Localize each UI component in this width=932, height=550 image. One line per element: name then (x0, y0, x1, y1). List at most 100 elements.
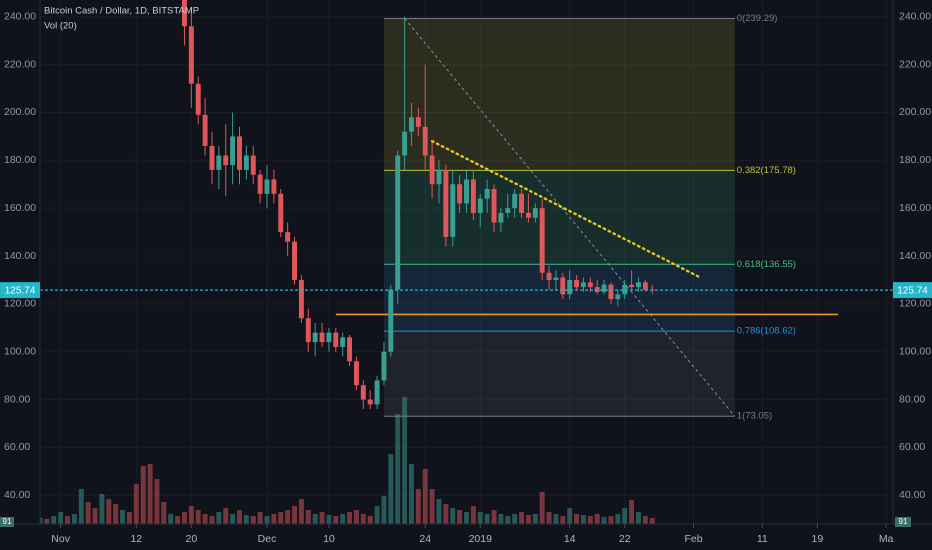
candle-body (230, 136, 236, 166)
x-tick-label: 19 (811, 533, 823, 545)
volume-bar (629, 500, 635, 524)
volume-bar (402, 397, 408, 524)
volume-bar (429, 489, 435, 524)
candle-body (505, 208, 511, 213)
candle-body (408, 117, 414, 132)
candle-body (519, 193, 525, 213)
candle-body (395, 155, 401, 290)
y-tick-label: 60.00 (899, 441, 925, 453)
volume-bar (278, 512, 284, 524)
volume-label-box (895, 517, 911, 527)
volume-bar (85, 502, 91, 524)
x-tick-label: Feb (684, 533, 702, 545)
volume-bar (587, 516, 593, 524)
grid (40, 0, 893, 524)
volume-bar (126, 512, 132, 524)
volume-bar (436, 499, 442, 524)
x-tick-label: 10 (323, 533, 335, 545)
y-tick-label: 240.00 (899, 11, 931, 23)
candle-body (305, 318, 311, 343)
volume-label-box (0, 517, 14, 527)
volume-bar (580, 515, 586, 524)
y-tick-label: 140.00 (4, 250, 36, 262)
y-tick-label: 200.00 (899, 106, 931, 118)
volume-bar (408, 464, 414, 524)
volume-bar (285, 510, 291, 524)
volume-bar (154, 479, 160, 524)
volume-bar (140, 466, 146, 524)
candle-body (553, 277, 559, 280)
volume-bar (106, 499, 112, 524)
fib-zone (383, 331, 735, 417)
chart-title: Bitcoin Cash / Dollar, 1D, BITSTAMP (44, 6, 199, 17)
volume-bar (209, 516, 215, 524)
y-tick-label: 60.00 (4, 441, 30, 453)
fib-label: 0.382(175.78) (737, 165, 796, 176)
volume-bar (560, 516, 566, 524)
candle-body (594, 287, 600, 292)
volume-bar (491, 510, 497, 524)
volume-bar (457, 510, 463, 524)
last-price-label: 125.74 (5, 285, 36, 296)
candle-body (642, 282, 648, 290)
volume-bar (484, 514, 490, 524)
volume-bar (202, 514, 208, 524)
candle-body (601, 284, 607, 292)
volume-bar (257, 512, 263, 524)
candle-body (285, 232, 291, 242)
candle-body (635, 282, 641, 288)
candle-body (388, 289, 394, 352)
y-tick-label: 120.00 (4, 298, 36, 310)
candle-body (264, 179, 270, 194)
fib-zone (383, 264, 735, 332)
volume-bar (312, 514, 318, 524)
candle-body (450, 184, 456, 237)
volume-bar (546, 512, 552, 524)
candle-body (223, 155, 229, 166)
candle-body (402, 131, 408, 156)
candle-body (477, 198, 483, 213)
volume-bar (642, 516, 648, 524)
volume-bar (450, 508, 456, 524)
candle-body (278, 193, 284, 233)
candle-body (257, 174, 263, 194)
volume-bar (594, 514, 600, 524)
volume-bar (168, 514, 174, 524)
volume-bar (298, 499, 304, 524)
fib-label: 0(239.29) (737, 13, 778, 24)
volume-bar (374, 506, 380, 524)
candle-body (443, 169, 449, 237)
y-tick-label: 100.00 (4, 346, 36, 358)
volume-bar (443, 504, 449, 524)
candle-body (374, 380, 380, 405)
y-tick-label: 240.00 (4, 11, 36, 23)
volume-bar (319, 512, 325, 524)
y-tick-label: 40.00 (4, 489, 30, 501)
volume-bar (326, 515, 332, 524)
volume-bar (230, 514, 236, 524)
volume-bar (470, 506, 476, 524)
y-tick-label: 80.00 (899, 393, 925, 405)
volume-bar (78, 489, 84, 524)
y-tick-label: 40.00 (899, 489, 925, 501)
x-tick-label: Dec (258, 533, 277, 545)
x-tick-label: Nov (51, 533, 70, 545)
volume-bar (505, 516, 511, 524)
candle-body (353, 361, 359, 386)
candle-body (181, 0, 187, 27)
volume-bar (367, 516, 373, 524)
y-tick-label: 100.00 (899, 346, 931, 358)
volume-bar (161, 502, 167, 524)
candle-body (292, 241, 298, 280)
candle-body (319, 332, 325, 343)
candle-body (188, 26, 194, 84)
volume-bar (113, 504, 119, 524)
last-price-box (0, 282, 40, 299)
volume-bar (388, 454, 394, 524)
y-tick-label: 80.00 (4, 393, 30, 405)
candle-body (243, 155, 249, 170)
last-price-label: 125.74 (897, 285, 928, 296)
